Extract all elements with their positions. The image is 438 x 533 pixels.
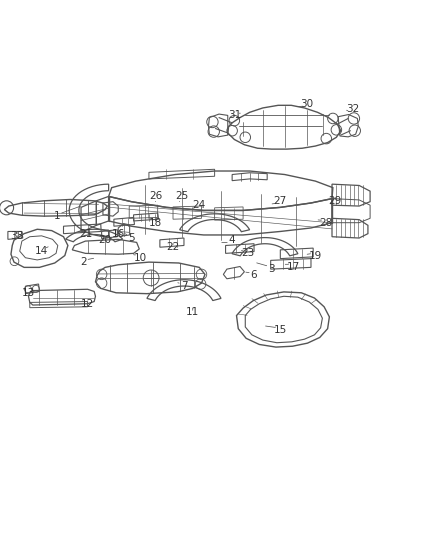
Text: 10: 10 [134, 253, 147, 263]
Text: 19: 19 [309, 251, 322, 261]
Text: 4: 4 [229, 235, 236, 245]
Text: 22: 22 [166, 242, 180, 252]
Text: 7: 7 [180, 281, 187, 291]
Text: 28: 28 [320, 217, 333, 228]
Text: 16: 16 [112, 229, 125, 239]
Text: 27: 27 [274, 196, 287, 206]
Text: 30: 30 [300, 100, 313, 109]
Text: 32: 32 [346, 104, 359, 114]
Text: 26: 26 [149, 191, 162, 201]
Text: 11: 11 [186, 308, 199, 318]
Text: 18: 18 [149, 217, 162, 228]
Text: 24: 24 [193, 200, 206, 210]
Text: 25: 25 [175, 191, 188, 201]
Text: 14: 14 [35, 246, 48, 256]
Text: 3: 3 [268, 264, 275, 273]
Text: 31: 31 [228, 110, 241, 120]
Text: 29: 29 [328, 196, 342, 206]
Text: 12: 12 [81, 298, 94, 309]
Text: 15: 15 [274, 325, 287, 335]
Text: 13: 13 [22, 288, 35, 298]
Text: 38: 38 [10, 231, 23, 241]
Text: 2: 2 [80, 257, 87, 267]
Text: 6: 6 [251, 270, 258, 280]
Text: 23: 23 [241, 248, 254, 259]
Text: 1: 1 [53, 211, 60, 221]
Text: 20: 20 [99, 235, 112, 245]
Text: 5: 5 [128, 233, 135, 243]
Text: 21: 21 [79, 229, 92, 239]
Text: 17: 17 [287, 262, 300, 271]
